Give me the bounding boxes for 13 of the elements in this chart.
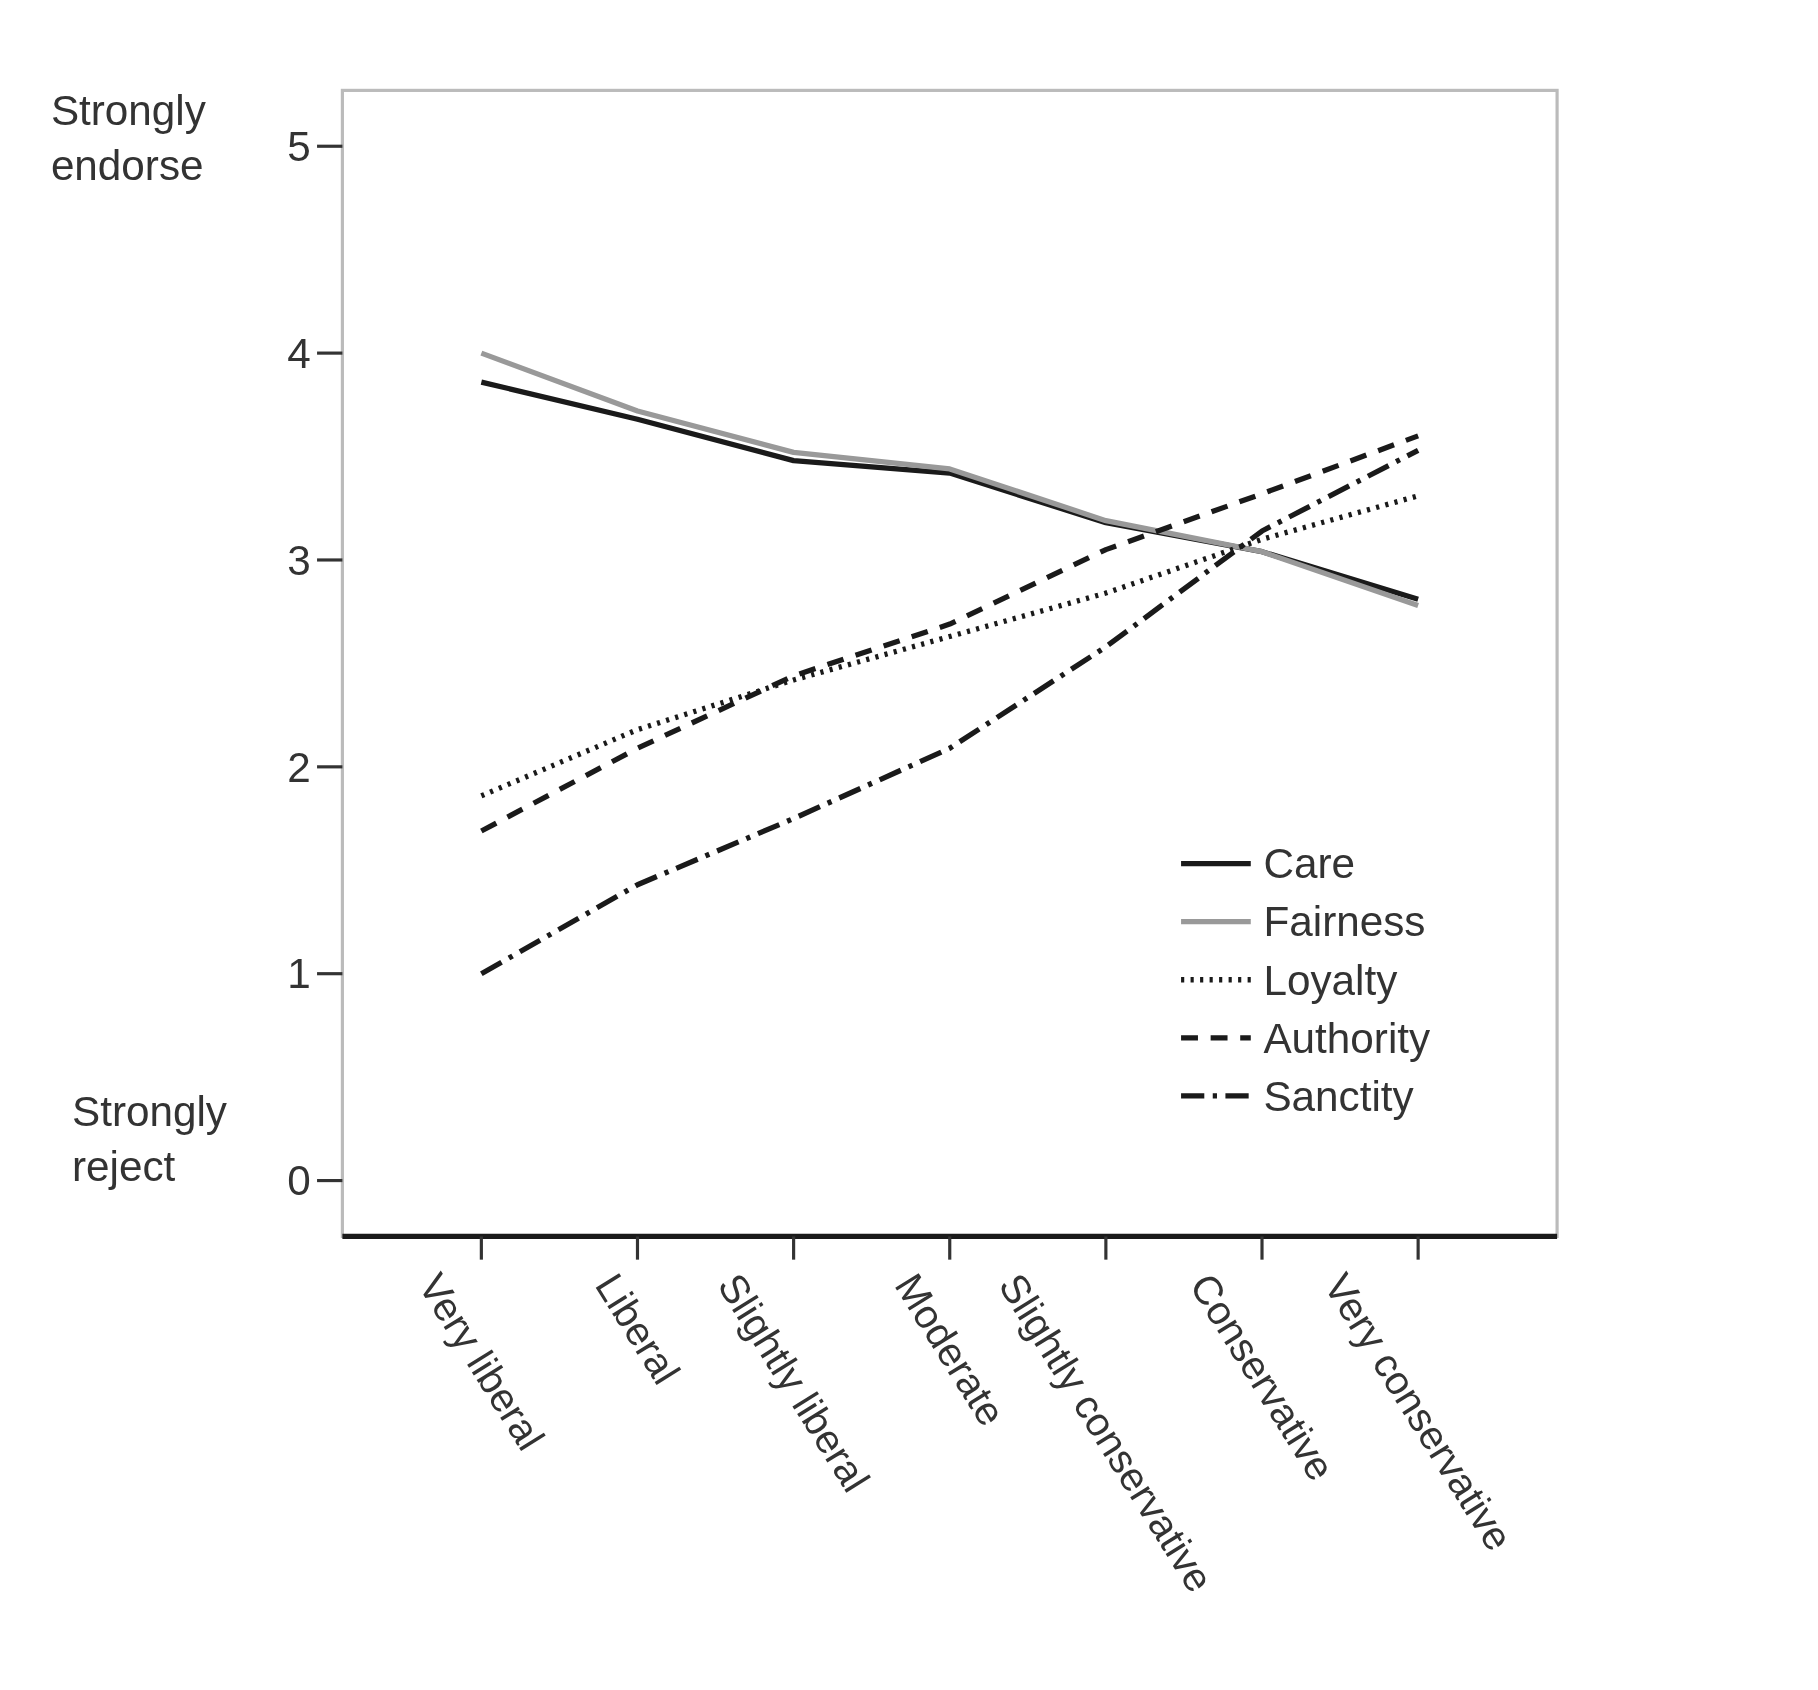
y-tick-label: 0	[287, 1157, 311, 1205]
y-tick-label: 4	[287, 329, 311, 377]
legend-label: Sanctity	[1263, 1072, 1415, 1120]
y-tick-label: 3	[287, 536, 311, 584]
y-tick-label: 5	[287, 123, 311, 171]
text: Strongly endorse	[50, 87, 207, 190]
legend-label: Fairness	[1263, 898, 1426, 946]
legend-label: Authority	[1263, 1014, 1432, 1062]
legend-label: Care	[1263, 840, 1356, 888]
text: Strongly reject	[72, 1087, 228, 1190]
y-tick-label: 1	[287, 950, 311, 998]
y-tick-label: 2	[287, 743, 311, 791]
legend-label: Loyalty	[1263, 956, 1399, 1004]
